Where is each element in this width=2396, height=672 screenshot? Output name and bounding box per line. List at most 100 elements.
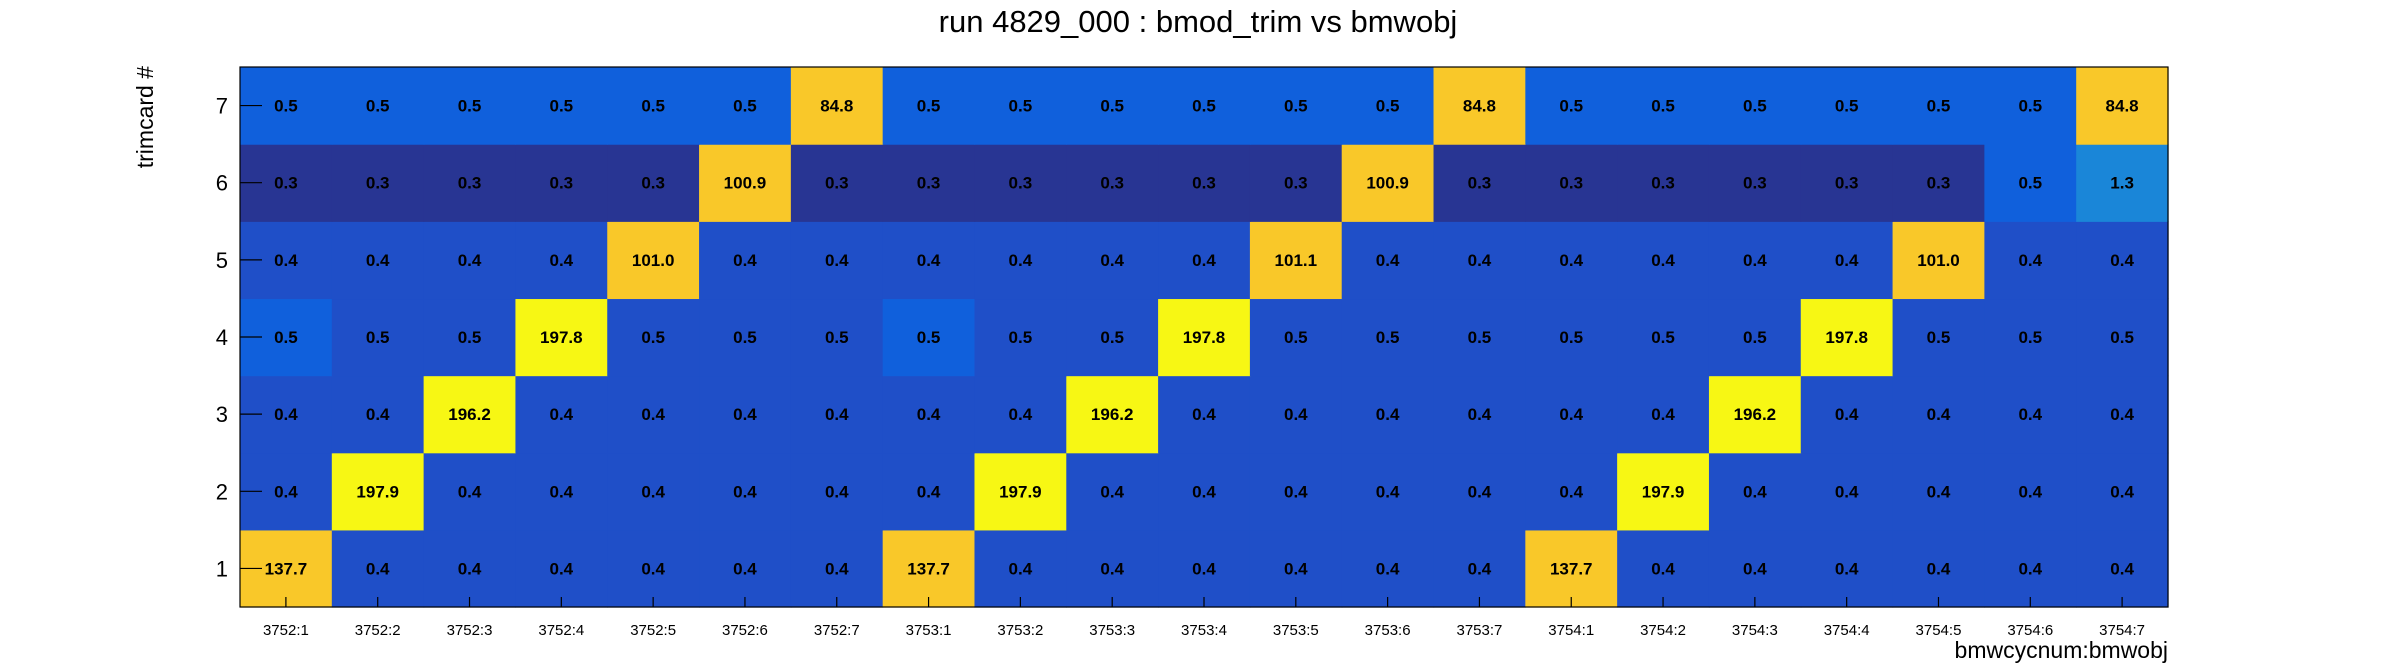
cell-value-label: 0.5: [2110, 328, 2134, 347]
heatmap-cell: [1341, 452, 1435, 531]
heatmap-cell: [1800, 375, 1894, 454]
y-tick-label: 5: [216, 248, 228, 273]
x-tick-label: 3754:7: [2099, 622, 2145, 639]
cell-value-label: 0.5: [1009, 328, 1033, 347]
heatmap-cell: [607, 67, 700, 145]
heatmap-cell: [699, 67, 792, 145]
cell-value-label: 0.5: [825, 328, 849, 347]
heatmap-cell: [2076, 221, 2169, 300]
heatmap-cell: [882, 67, 976, 145]
cell-value-label: 196.2: [448, 405, 491, 424]
cell-value-label: 0.3: [1100, 174, 1124, 193]
cell-value-label: 0.3: [1927, 174, 1951, 193]
heatmap-cell: [2076, 144, 2169, 222]
cell-value-label: 0.4: [2110, 482, 2134, 501]
x-tick-labels: 3752:1 3752:2 3752:3 3752:4 3752:5 3752:6 3752…: [263, 622, 2145, 639]
heatmap-cell: [331, 452, 425, 531]
cell-value-label: 0.4: [1835, 559, 1859, 578]
x-tick-label: 3752:2: [355, 622, 401, 639]
heatmap-cell: [1433, 529, 1526, 608]
heatmap-cell: [974, 529, 1067, 608]
heatmap-cell: [1433, 67, 1526, 145]
cell-value-label: 0.4: [733, 482, 757, 501]
cell-value-label: 197.8: [1183, 328, 1226, 347]
heatmap-cell: [1341, 221, 1435, 300]
cell-value-label: 0.4: [1376, 251, 1400, 270]
heatmap-cell: [1800, 144, 1894, 222]
heatmap-cell: [1158, 375, 1251, 454]
cell-value-label: 0.4: [2018, 482, 2042, 501]
cell-value-label: 137.7: [265, 559, 308, 578]
y-tick-label: 6: [216, 171, 228, 196]
heatmap-cell: [1341, 144, 1435, 222]
heatmap-cell: [790, 452, 884, 531]
heatmap-cell: [1984, 144, 2077, 222]
cell-value-label: 0.4: [2110, 251, 2134, 270]
cell-value-label: 0.4: [2018, 251, 2042, 270]
heatmap-cell: [1249, 529, 1343, 608]
heatmap-cell: [1249, 375, 1343, 454]
heatmap-cell: [515, 67, 608, 145]
heatmap-cell: [699, 529, 792, 608]
cell-value-label: 0.5: [641, 97, 665, 116]
cell-value-label: 0.4: [2018, 405, 2042, 424]
heatmap-cell: [1433, 144, 1526, 222]
x-tick-label: 3753:5: [1273, 622, 1319, 639]
cell-value-label: 0.5: [1100, 328, 1124, 347]
heatmap-cell: [2076, 452, 2169, 531]
cell-value-label: 0.4: [1376, 559, 1400, 578]
cell-value-label: 0.4: [641, 405, 665, 424]
heatmap-cell: [423, 375, 517, 454]
heatmap-cell: [882, 452, 976, 531]
heatmap-cell: [1525, 221, 1618, 300]
heatmap-cell: [1892, 144, 1985, 222]
heatmap-cell: [515, 452, 608, 531]
x-tick-label: 3752:5: [630, 622, 676, 639]
cell-value-label: 0.4: [1468, 405, 1492, 424]
cell-value-label: 0.4: [1835, 482, 1859, 501]
heatmap-cell: [1066, 67, 1159, 145]
cell-value-label: 0.4: [2110, 405, 2134, 424]
cell-value-label: 137.7: [907, 559, 950, 578]
heatmap-cell: [1984, 452, 2077, 531]
heatmap-cell: [1708, 452, 1802, 531]
x-tick-label: 3754:5: [1916, 622, 1962, 639]
heatmap-cell: [1617, 67, 1710, 145]
cell-value-label: 0.4: [733, 559, 757, 578]
cell-value-label: 0.5: [733, 97, 757, 116]
cell-value-label: 0.4: [2110, 559, 2134, 578]
cell-value-label: 197.8: [1825, 328, 1868, 347]
heatmap-cell: [1617, 375, 1710, 454]
heatmap-cell: [423, 221, 517, 300]
cell-value-label: 0.5: [1651, 97, 1675, 116]
heatmap-cell: [2076, 298, 2169, 377]
cell-value-label: 100.9: [1366, 174, 1409, 193]
x-tick-label: 3752:4: [538, 622, 584, 639]
cell-value-label: 0.4: [1743, 559, 1767, 578]
heatmap-cell: [1708, 375, 1802, 454]
heatmap-cell: [699, 221, 792, 300]
heatmap-cell: [790, 529, 884, 608]
cell-value-label: 84.8: [820, 97, 853, 116]
heatmap-cell: [974, 452, 1067, 531]
cell-value-label: 0.3: [458, 174, 482, 193]
cell-value-label: 0.5: [2018, 174, 2042, 193]
cell-value-label: 0.4: [917, 482, 941, 501]
cell-value-label: 0.4: [458, 251, 482, 270]
cell-value-label: 0.4: [1100, 251, 1124, 270]
cell-value-label: 100.9: [724, 174, 767, 193]
cell-value-label: 0.5: [274, 97, 298, 116]
heatmap-cell: [1158, 67, 1251, 145]
heatmap-cell: [790, 144, 884, 222]
heatmap-cell: [790, 375, 884, 454]
cell-value-label: 0.4: [733, 251, 757, 270]
x-tick-label: 3754:4: [1824, 622, 1870, 639]
cell-value-label: 0.4: [1835, 251, 1859, 270]
heatmap-cell: [1984, 67, 2077, 145]
heatmap-cell: [1158, 144, 1251, 222]
cell-value-label: 0.3: [1468, 174, 1492, 193]
heatmap-cell: [790, 67, 884, 145]
cell-value-label: 0.5: [458, 97, 482, 116]
cell-value-label: 0.5: [1559, 97, 1583, 116]
